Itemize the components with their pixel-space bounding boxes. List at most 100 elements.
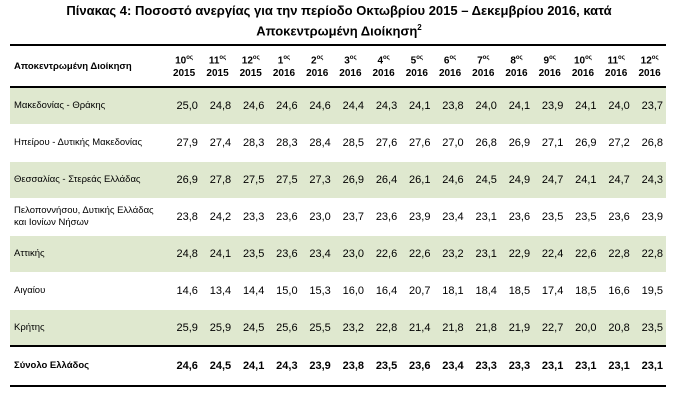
rate-cell: 24,8 <box>167 235 201 273</box>
title-line-1: Πίνακας 4: Ποσοστό ανεργίας για την περί… <box>66 3 612 18</box>
total-rate-cell: 23,3 <box>499 345 534 388</box>
month-number-value: 12 <box>640 55 652 67</box>
rate-cell: 26,8 <box>632 124 666 162</box>
rate-cell: 28,5 <box>333 124 368 162</box>
rate-cell: 24,1 <box>400 87 434 125</box>
month-year: 2016 <box>438 68 462 80</box>
rate-cell: 24,6 <box>267 87 301 125</box>
month-year: 2016 <box>638 68 661 80</box>
ordinal-suffix: ος <box>515 55 523 62</box>
rate-cell: 24,0 <box>599 87 633 125</box>
table-row: Κρήτης 25,9 25,9 24,5 25,6 25,5 23,2 22,8 21,4 21… <box>10 309 666 347</box>
month-header: 12ος 2016 <box>632 44 666 89</box>
rate-cell: 21,8 <box>433 309 467 347</box>
rate-cell: 25,9 <box>200 309 235 347</box>
rate-cell: 27,6 <box>400 124 434 162</box>
month-header: 2ος 2016 <box>300 44 334 89</box>
month-header: 10ος 2015 <box>167 44 201 89</box>
rate-cell: 22,6 <box>367 235 401 273</box>
rate-cell: 22,4 <box>533 235 567 273</box>
month-number: 10ος <box>168 52 201 67</box>
rate-cell: 27,8 <box>200 161 235 199</box>
ordinal-suffix: ος <box>186 55 194 62</box>
rate-cell: 23,6 <box>267 198 301 236</box>
table-row: Αττικής 24,8 24,1 23,5 23,6 23,4 23,0 22,6 22,6 2… <box>10 235 666 273</box>
total-rate-cell: 24,6 <box>167 345 201 388</box>
rate-cell: 21,9 <box>499 309 534 347</box>
ordinal-suffix: ος <box>316 55 324 62</box>
rate-cell: 23,5 <box>632 309 666 347</box>
rate-cell: 27,5 <box>234 161 268 199</box>
month-year: 2016 <box>306 68 329 80</box>
region-label: Μακεδονίας - Θράκης <box>10 87 168 125</box>
rate-cell: 22,6 <box>400 235 434 273</box>
ordinal-suffix: ος <box>219 55 227 62</box>
rate-cell: 18,5 <box>566 272 600 310</box>
rate-cell: 27,2 <box>599 124 633 162</box>
rate-cell: 25,6 <box>267 309 301 347</box>
rate-cell: 17,4 <box>533 272 567 310</box>
rate-cell: 19,5 <box>632 272 666 310</box>
month-number-value: 9 <box>543 55 550 67</box>
total-label: Σύνολο Ελλάδος <box>10 345 168 388</box>
month-year: 2016 <box>372 68 395 80</box>
month-year: 2016 <box>605 68 628 80</box>
rate-cell: 22,8 <box>599 235 633 273</box>
total-rate-cell: 23,8 <box>333 345 368 388</box>
ordinal-suffix: ος <box>651 55 659 62</box>
ordinal-suffix: ος <box>283 55 291 62</box>
rate-cell: 23,6 <box>267 235 301 273</box>
month-year: 2016 <box>472 68 495 80</box>
total-rate-cell: 23,9 <box>300 345 334 388</box>
rate-cell: 23,9 <box>400 198 434 236</box>
month-header: 11ος 2016 <box>599 44 633 89</box>
month-number-value: 3 <box>344 55 350 67</box>
rate-cell: 24,1 <box>499 87 534 125</box>
rate-cell: 23,2 <box>333 309 368 347</box>
rate-cell: 24,8 <box>200 87 235 125</box>
rate-cell: 24,5 <box>234 309 268 347</box>
month-header: 7ος 2016 <box>466 44 500 89</box>
table-row: Μακεδονίας - Θράκης 25,0 24,8 24,6 24,6 24,6 2… <box>10 87 666 125</box>
rate-cell: 28,3 <box>267 124 301 162</box>
rate-cell: 22,6 <box>566 235 600 273</box>
rate-cell: 23,8 <box>167 198 201 236</box>
month-number: 8ος <box>500 52 532 67</box>
rate-cell: 21,8 <box>466 309 500 347</box>
month-year: 2016 <box>339 68 362 80</box>
rate-cell: 23,7 <box>632 87 666 125</box>
month-header: 3ος 2016 <box>333 44 368 89</box>
rate-cell: 22,7 <box>533 309 567 347</box>
month-header: 11ος 2015 <box>200 44 235 89</box>
month-number-value: 4 <box>377 55 383 67</box>
rate-cell: 15,3 <box>300 272 334 310</box>
month-number: 9ος <box>534 52 566 67</box>
month-number: 12ος <box>235 52 267 67</box>
rate-cell: 23,6 <box>599 198 633 236</box>
ordinal-suffix: ος <box>449 55 457 62</box>
rate-cell: 16,4 <box>367 272 401 310</box>
ordinal-suffix: ος <box>549 55 556 62</box>
month-number: 1ος <box>268 52 300 67</box>
rate-cell: 23,0 <box>300 198 334 236</box>
total-rate-cell: 23,6 <box>400 345 434 388</box>
rate-cell: 24,0 <box>466 87 500 125</box>
rate-cell: 24,7 <box>533 161 567 199</box>
rate-cell: 27,4 <box>200 124 235 162</box>
month-number: 6ος <box>434 52 466 67</box>
month-year: 2016 <box>272 68 296 80</box>
month-year: 2016 <box>505 68 528 80</box>
rate-cell: 26,9 <box>167 161 201 199</box>
rate-cell: 28,4 <box>300 124 334 162</box>
rate-cell: 23,5 <box>234 235 268 273</box>
month-number-value: 7 <box>477 55 483 67</box>
ordinal-suffix: ος <box>618 55 625 62</box>
rate-cell: 23,1 <box>466 198 500 236</box>
rate-cell: 23,3 <box>234 198 268 236</box>
month-header: 10ος 2016 <box>565 44 600 89</box>
month-number: 11ος <box>600 52 632 67</box>
month-number-value: 2 <box>311 55 317 67</box>
month-number: 12ος <box>633 52 666 67</box>
table-row: Θεσσαλίας - Στερεάς Ελλάδας 26,9 27,8 27,5 2… <box>10 161 666 199</box>
rate-cell: 23,4 <box>300 235 334 273</box>
